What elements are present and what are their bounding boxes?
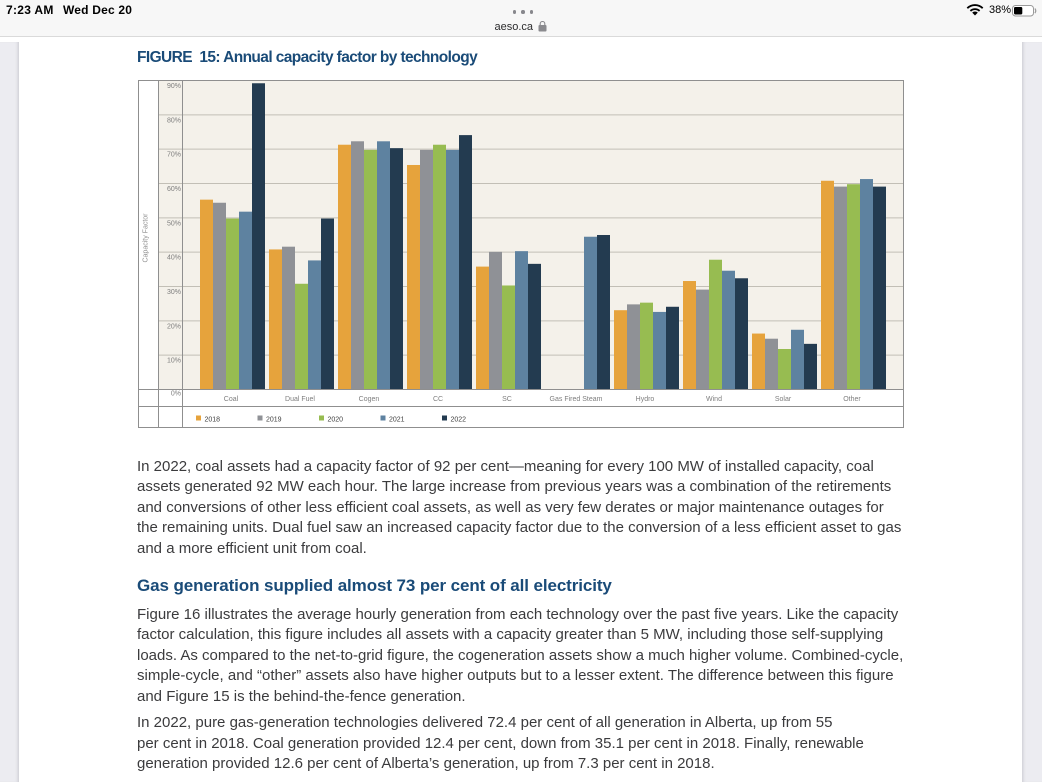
svg-text:Capacity Factor: Capacity Factor bbox=[143, 213, 150, 263]
svg-text:Dual Fuel: Dual Fuel bbox=[285, 396, 315, 403]
svg-text:60%: 60% bbox=[167, 186, 181, 193]
svg-text:90%: 90% bbox=[167, 83, 181, 90]
svg-text:2018: 2018 bbox=[205, 417, 221, 424]
svg-text:70%: 70% bbox=[167, 152, 181, 159]
svg-text:Gas Fired Steam: Gas Fired Steam bbox=[550, 396, 603, 403]
svg-text:2020: 2020 bbox=[328, 417, 344, 424]
svg-text:SC: SC bbox=[502, 396, 512, 403]
svg-text:40%: 40% bbox=[167, 255, 181, 262]
svg-text:Coal: Coal bbox=[224, 396, 239, 403]
svg-text:80%: 80% bbox=[167, 117, 181, 124]
svg-text:10%: 10% bbox=[167, 358, 181, 365]
svg-text:0%: 0% bbox=[171, 391, 181, 398]
svg-text:20%: 20% bbox=[167, 323, 181, 330]
svg-text:Hydro: Hydro bbox=[636, 396, 655, 403]
svg-text:2021: 2021 bbox=[389, 417, 405, 424]
svg-text:2019: 2019 bbox=[266, 417, 282, 424]
svg-text:Wind: Wind bbox=[706, 396, 722, 403]
svg-text:50%: 50% bbox=[167, 220, 181, 227]
svg-text:Solar: Solar bbox=[775, 396, 792, 403]
svg-text:CC: CC bbox=[433, 396, 443, 403]
svg-text:Cogen: Cogen bbox=[359, 396, 380, 403]
svg-text:30%: 30% bbox=[167, 289, 181, 296]
svg-text:2022: 2022 bbox=[451, 417, 467, 424]
svg-text:Other: Other bbox=[843, 396, 861, 403]
